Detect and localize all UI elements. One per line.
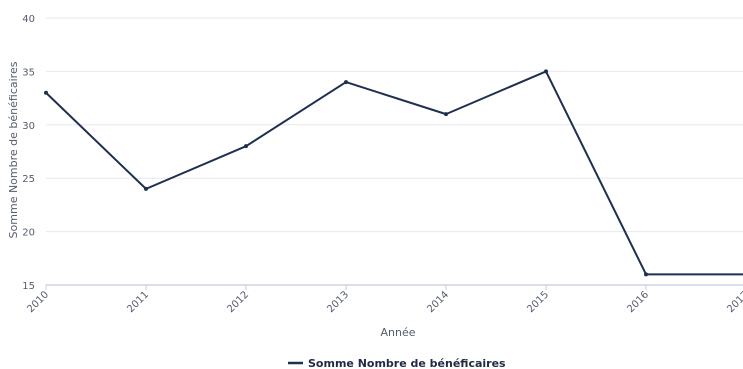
series-layer [44, 69, 743, 277]
x-tick-label: 2017 [725, 289, 743, 315]
data-point[interactable] [244, 144, 248, 149]
y-tick-label: 40 [22, 14, 35, 25]
x-tick-label: 2011 [125, 289, 151, 315]
x-tick-label: 2014 [425, 289, 451, 315]
y-axis-ticks: 15 20 25 30 35 40 [22, 14, 35, 292]
y-axis-title: Somme Nombre de bénéficaires [7, 61, 20, 238]
x-tick-label: 2012 [225, 289, 251, 315]
grid-lines [46, 17, 743, 286]
y-tick-label: 30 [22, 121, 35, 132]
legend[interactable]: Somme Nombre de bénéficaires [288, 357, 506, 369]
legend-label: Somme Nombre de bénéficaires [308, 357, 506, 369]
x-tick-label: 2010 [25, 289, 51, 315]
data-point[interactable] [644, 272, 648, 277]
data-point[interactable] [344, 80, 348, 85]
y-tick-label: 15 [22, 281, 35, 292]
data-point[interactable] [544, 69, 548, 74]
x-tick-label: 2013 [325, 289, 351, 315]
data-point[interactable] [144, 186, 148, 191]
y-tick-label: 25 [22, 174, 35, 185]
series-line[interactable] [45, 70, 743, 276]
x-axis-ticks: 2010 2011 2012 2013 2014 2015 2016 2017 [25, 285, 743, 315]
x-axis-title: Année [380, 326, 415, 339]
data-point[interactable] [444, 112, 448, 117]
x-tick-label: 2016 [625, 289, 651, 315]
y-tick-label: 35 [22, 67, 35, 78]
y-tick-label: 20 [22, 228, 35, 239]
data-point[interactable] [44, 90, 48, 95]
x-tick-label: 2015 [525, 289, 551, 315]
